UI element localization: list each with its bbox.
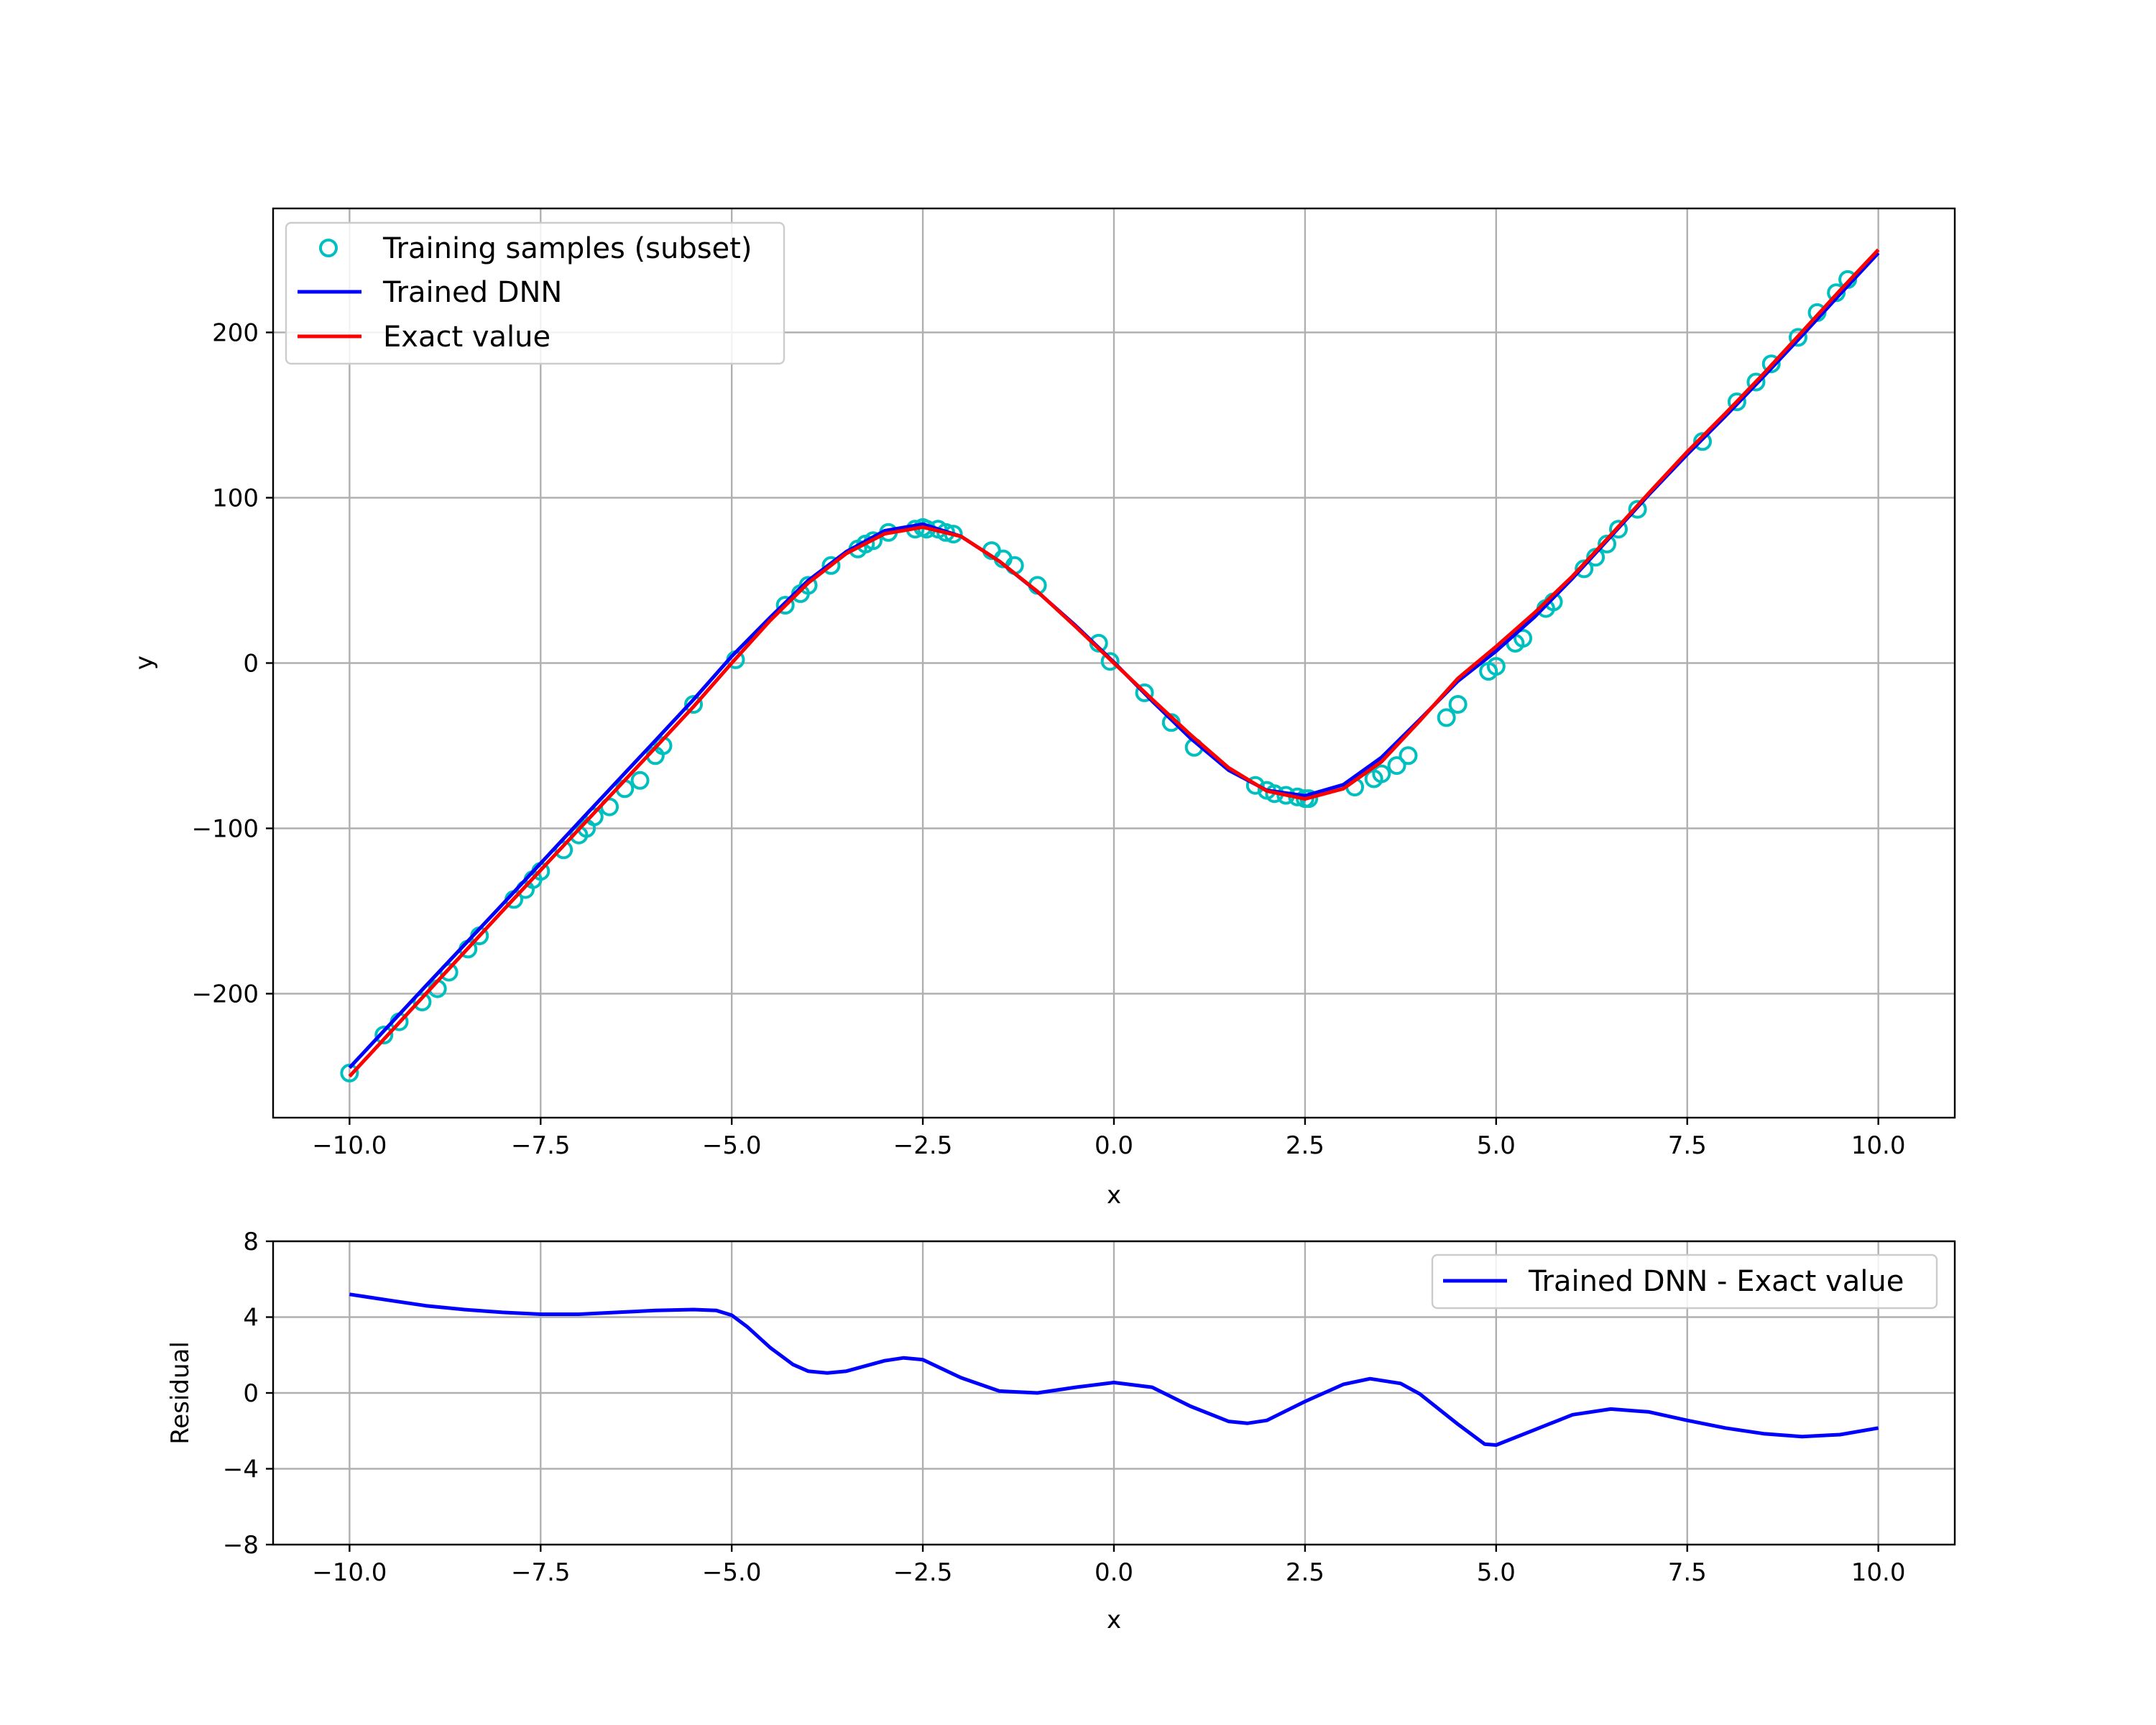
series-line-exact-value [348, 248, 1880, 1078]
x-tick-label: −2.5 [893, 1131, 953, 1160]
x-tick-label: 10.0 [1851, 1558, 1906, 1587]
y-tick-label: −200 [192, 980, 259, 1009]
data-point-training-samples-subset [1437, 708, 1456, 727]
legend-label-residual: Trained DNN - Exact value [1528, 1265, 1904, 1298]
data-point-training-samples-subset [554, 840, 573, 860]
data-point-training-samples-subset [775, 596, 795, 615]
data-point-training-samples-subset [1575, 559, 1594, 579]
data-point-training-samples-subset [1448, 695, 1468, 714]
residual-plot-ticks: −10.0 −7.5 −5.0 −2.5 0.0 2.5 5.0 7.5 10.0 −8 −4 0 4 8 [223, 1228, 1906, 1587]
data-point-training-samples-subset [374, 1026, 394, 1044]
data-point-training-samples-subset [1788, 328, 1807, 347]
x-tick-label: −2.5 [893, 1558, 953, 1587]
residual-plot-panel: −10.0 −7.5 −5.0 −2.5 0.0 2.5 5.0 7.5 10.0 −8 −4 0 4 8… [166, 1228, 1956, 1634]
x-tick-label: −5.0 [702, 1558, 762, 1587]
data-point-training-samples-subset [1486, 657, 1506, 676]
data-point-training-samples-subset [1761, 354, 1781, 374]
main-plot-series [340, 248, 1880, 1082]
main-plot-xlabel: x [1107, 1181, 1121, 1210]
data-point-training-samples-subset [1245, 776, 1265, 795]
x-tick-label: 10.0 [1851, 1131, 1906, 1160]
data-point-training-samples-subset [1514, 629, 1533, 648]
x-tick-label: −7.5 [511, 1131, 571, 1160]
data-point-training-samples-subset [1693, 432, 1712, 451]
data-point-training-samples-subset [1609, 520, 1628, 539]
x-tick-label: 5.0 [1477, 1558, 1516, 1587]
residual-plot-series [349, 1292, 1879, 1447]
x-tick-label: 0.0 [1095, 1131, 1133, 1160]
main-plot-ticks: −10.0 −7.5 −5.0 −2.5 0.0 2.5 5.0 7.5 10.0 −200 −10… [192, 319, 1906, 1161]
legend-box [285, 221, 786, 365]
data-point-training-samples-subset [798, 576, 818, 595]
x-tick-label: −10.0 [312, 1131, 387, 1160]
legend-box [1431, 1254, 1938, 1310]
x-tick-label: −7.5 [511, 1558, 571, 1587]
data-point-training-samples-subset [1387, 756, 1406, 776]
x-tick-label: 0.0 [1095, 1558, 1133, 1587]
y-tick-label: 8 [243, 1228, 259, 1256]
legend-marker-training-samples [319, 239, 338, 257]
data-point-training-samples-subset [1746, 372, 1766, 392]
y-tick-label: −8 [223, 1531, 259, 1560]
data-point-training-samples-subset [1100, 652, 1120, 671]
main-plot-panel: −10.0 −7.5 −5.0 −2.5 0.0 2.5 5.0 7.5 10.0 −200 −10… [130, 207, 1956, 1210]
x-tick-label: 7.5 [1668, 1131, 1707, 1160]
x-tick-label: 2.5 [1286, 1558, 1325, 1587]
legend-label-exact-value: Exact value [383, 321, 550, 354]
y-tick-label: 0 [243, 1379, 259, 1408]
x-tick-label: −5.0 [702, 1131, 762, 1160]
data-point-training-samples-subset [1727, 392, 1746, 412]
data-point-training-samples-subset [1598, 534, 1617, 553]
x-tick-label: 7.5 [1668, 1558, 1707, 1587]
series-line-trained-dnn-exact-value [349, 1292, 1879, 1447]
x-tick-label: 2.5 [1286, 1131, 1325, 1160]
y-tick-label: 4 [243, 1304, 259, 1333]
data-point-training-samples-subset [1372, 764, 1391, 783]
data-point-training-samples-subset [1399, 746, 1418, 765]
data-point-training-samples-subset [413, 993, 432, 1011]
y-tick-label: 200 [212, 319, 259, 348]
y-tick-label: −4 [223, 1455, 259, 1484]
residual-plot-legend: Trained DNN - Exact value [1431, 1254, 1938, 1310]
y-tick-label: 100 [212, 484, 259, 513]
residual-plot-xlabel: x [1107, 1606, 1121, 1634]
data-point-training-samples-subset [1628, 500, 1647, 519]
data-point-training-samples-subset [684, 695, 703, 714]
data-point-training-samples-subset [821, 556, 841, 575]
x-tick-label: 5.0 [1477, 1131, 1516, 1160]
legend-label-training-samples: Training samples (subset) [382, 232, 752, 265]
data-point-training-samples-subset [1135, 683, 1154, 702]
main-plot-legend: Training samples (subset) Trained DNN Ex… [285, 221, 786, 365]
residual-plot-ylabel: Residual [166, 1341, 195, 1445]
legend-label-trained-dnn: Trained DNN [382, 276, 562, 309]
main-plot-ylabel: y [130, 656, 159, 670]
y-tick-label: 0 [243, 650, 259, 678]
y-tick-label: −100 [192, 815, 259, 844]
x-tick-label: −10.0 [312, 1558, 387, 1587]
data-point-training-samples-subset [630, 770, 650, 790]
